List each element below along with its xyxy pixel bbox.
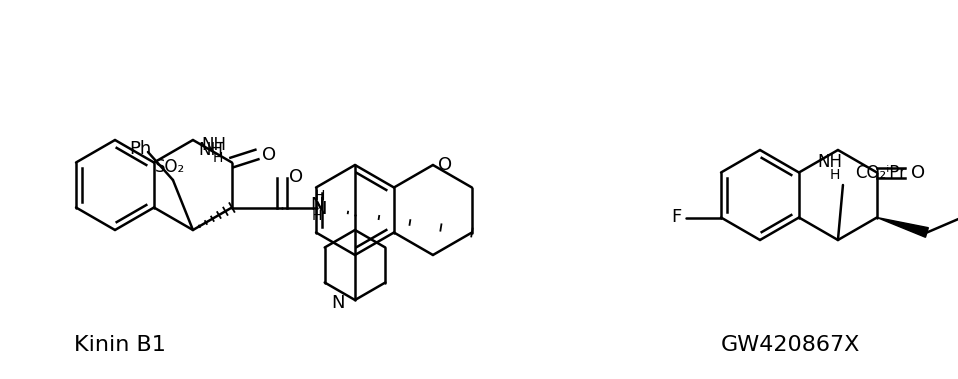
Text: CO₂ⁱPr: CO₂ⁱPr — [855, 164, 906, 182]
Text: N: N — [313, 200, 327, 219]
Text: O: O — [438, 156, 452, 174]
Text: SO₂: SO₂ — [155, 158, 185, 176]
Text: NH: NH — [198, 141, 223, 159]
Polygon shape — [877, 218, 928, 237]
Text: NH: NH — [201, 136, 226, 154]
Text: NH: NH — [817, 153, 842, 171]
Text: F: F — [671, 208, 681, 227]
Text: O: O — [289, 169, 303, 186]
Text: H: H — [315, 188, 325, 202]
Text: Kinin B1: Kinin B1 — [74, 335, 166, 355]
Text: H: H — [830, 168, 840, 182]
Text: Ph: Ph — [128, 140, 151, 158]
Text: H: H — [213, 151, 223, 165]
Text: N: N — [310, 196, 324, 213]
Text: O: O — [911, 163, 925, 182]
Text: N: N — [331, 294, 345, 312]
Text: O: O — [262, 146, 276, 163]
Text: GW420867X: GW420867X — [720, 335, 859, 355]
Text: H: H — [311, 208, 322, 222]
